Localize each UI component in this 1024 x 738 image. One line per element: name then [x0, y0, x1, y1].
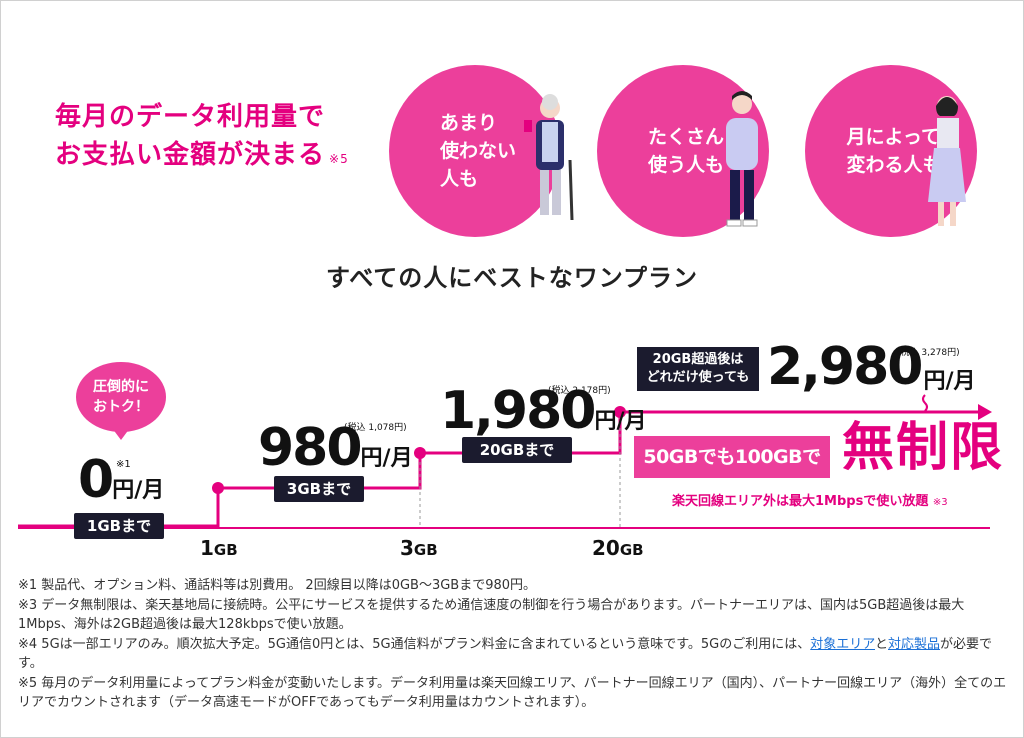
headline-note: ※5 — [329, 152, 349, 166]
tier-label-1gb: 1GBまで — [74, 513, 164, 539]
footnotes: ※1 製品代、オプション料、通話料等は別費用。 2回線目以降は0GB〜3GBまで… — [18, 576, 1008, 713]
circle-light-user-text: あまり 使わない 人も — [439, 112, 516, 190]
price-tier-3-tax: (税込 3,278円) — [897, 348, 960, 358]
circle-variable-user-text: 月によって 変わる人も — [846, 126, 942, 176]
woman-illustration — [928, 96, 966, 226]
circle-heavy-user-text: たくさん 使う人も — [647, 126, 724, 176]
axis-label-20gb-num: 20 — [592, 536, 620, 560]
tier-label-3gb: 3GBまで — [274, 476, 364, 502]
outside-area-ref: ※3 — [932, 497, 948, 508]
footnote-3: ※3 データ無制限は、楽天基地局に接続時。公平にサービスを提供するため通信速度の… — [18, 597, 965, 633]
footnote-4-pre: ※4 5Gは一部エリアのみ。順次拡大予定。5G通信0円とは、5G通信料がプラン料… — [18, 636, 811, 652]
footnote-5: ※5 毎月のデータ利用量によってプラン料金が変動いたします。データ利用量は楽天回… — [18, 675, 1007, 711]
price-tier-0: 0円/月 ※1 — [78, 454, 164, 506]
price-tier-0-unit: 円/月 — [112, 478, 165, 503]
footnote-4-post: が必要です。 — [18, 636, 993, 672]
badge-tail — [112, 428, 130, 440]
price-tier-3-value: 2,980 — [767, 337, 923, 397]
axis-label-20gb: 20GB — [592, 536, 644, 560]
footnote-4-mid: と — [875, 636, 889, 652]
axis-label-1gb-num: 1 — [200, 536, 214, 560]
axis-label-3gb: 3GB — [400, 536, 438, 560]
price-tier-1: 980円/月 (税込 1,078円) — [258, 422, 413, 474]
axis-label-3gb-unit: GB — [413, 541, 438, 559]
circle-light-user: あまり 使わない 人も — [389, 65, 561, 237]
price-tier-3: 2,980円/月 (税込 3,278円) — [767, 341, 976, 393]
price-tier-3-unit: 円/月 — [923, 369, 976, 394]
circle-variable-user: 月によって 変わる人も — [805, 65, 977, 237]
axis-label-20gb-unit: GB — [619, 541, 644, 559]
unlimited-box: 50GBでも100GBでも! — [634, 436, 830, 510]
price-tier-0-value: 0 — [78, 450, 114, 510]
unlimited-title: 無制限 — [842, 418, 1005, 478]
tier-label-over-20gb: 20GB超過後は どれだけ使っても — [637, 347, 759, 391]
point-20gb — [614, 406, 626, 418]
elderly-person-illustration — [524, 94, 574, 221]
headline: 毎月のデータ利用量で お支払い金額が決まる ※5 — [55, 98, 349, 178]
price-tier-0-note: ※1 — [116, 459, 131, 470]
target-area-link[interactable]: 対象エリア — [810, 636, 876, 652]
supported-products-link[interactable]: 対応製品 — [888, 636, 941, 652]
arrow-head — [978, 404, 992, 420]
outside-area-note: 楽天回線エリア外は最大1Mbpsで使い放題 ※3 — [672, 490, 948, 509]
great-deal-badge: 圧倒的に おトク！ — [76, 362, 166, 432]
price-tier-2: 1,980円/月 (税込 2,178円) — [440, 385, 647, 437]
young-person-illustration — [726, 91, 758, 227]
price-tier-2-unit: 円/月 — [594, 409, 647, 434]
price-tier-1-tax: (税込 1,078円) — [344, 423, 407, 433]
footnote-1: ※1 製品代、オプション料、通話料等は別費用。 2回線目以降は0GB〜3GBまで… — [18, 578, 537, 593]
axis-label-1gb-unit: GB — [213, 541, 238, 559]
axis-label-3gb-num: 3 — [400, 536, 414, 560]
price-tier-2-value: 1,980 — [440, 381, 596, 441]
subtitle: すべての人にベストなワンプラン — [325, 264, 699, 292]
price-tier-1-unit: 円/月 — [360, 446, 413, 471]
squiggle-icon — [922, 394, 928, 412]
price-tier-2-tax: (税込 2,178円) — [548, 386, 611, 396]
headline-line1: 毎月のデータ利用量で — [55, 102, 326, 132]
headline-line2: お支払い金額が決まる — [55, 140, 326, 170]
axis-label-1gb: 1GB — [200, 536, 238, 560]
price-tier-1-value: 980 — [258, 418, 363, 478]
point-1gb — [212, 482, 224, 494]
point-3gb — [414, 447, 426, 459]
tier-label-20gb: 20GBまで — [462, 437, 572, 463]
footnote-4: ※4 5Gは一部エリアのみ。順次拡大予定。5G通信0円とは、5G通信料がプラン料… — [18, 635, 1008, 674]
outside-area-text: 楽天回線エリア外は最大1Mbpsで使い放題 — [672, 494, 929, 509]
